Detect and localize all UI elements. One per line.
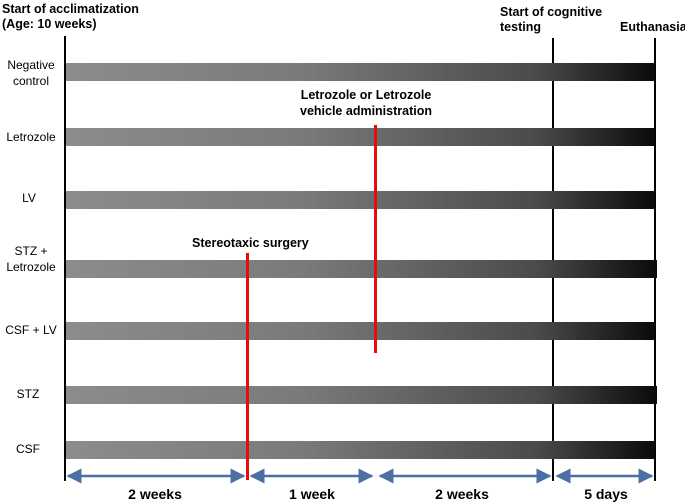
letrozole-administration-line1: Letrozole or Letrozole: [300, 88, 432, 102]
group-label-line: Letrozole: [6, 130, 56, 144]
letrozole-administration-label: Letrozole or Letrozole vehicle administr…: [300, 87, 432, 119]
group-label-line: STZ +: [14, 244, 48, 258]
timeline-bar-negative-control: [66, 63, 655, 81]
group-label-lv: LV: [0, 190, 60, 206]
group-label-csf-lv: CSF + LV: [0, 322, 62, 338]
acclimatization-start-line: [64, 36, 66, 481]
group-label-line: control: [12, 74, 50, 88]
letrozole-administration-line2: vehicle administration: [300, 104, 432, 118]
duration-label-2-weeks: 2 weeks: [128, 486, 182, 502]
group-label-line: LV: [22, 191, 36, 205]
duration-label-1-week: 1 week: [289, 486, 335, 502]
start-acclimatization-label: Start of acclimatization (Age: 10 weeks): [2, 2, 139, 32]
group-label-csf: CSF: [0, 441, 59, 457]
letrozole-administration-marker: [374, 125, 377, 353]
group-label-line: STZ: [16, 387, 40, 401]
timeline-bar-letrozole: [66, 128, 655, 146]
start-cognitive-line2: testing: [500, 20, 541, 34]
group-label-line: Letrozole: [6, 260, 56, 274]
start-cognitive-line1: Start of cognitive: [500, 5, 603, 19]
duration-label-2-weeks-second: 2 weeks: [435, 486, 489, 502]
duration-label-5-days: 5 days: [584, 486, 628, 502]
stereotaxic-surgery-label: Stereotaxic surgery: [192, 236, 309, 250]
euthanasia-line: [654, 38, 656, 481]
group-label-line: CSF + LV: [5, 323, 57, 337]
timeline-bar-csf: [66, 441, 655, 459]
group-label-line: CSF: [16, 442, 40, 456]
group-label-line: Negative: [7, 58, 55, 72]
group-label-stz: STZ: [0, 386, 59, 402]
group-label-negative-control: Negative control: [0, 57, 62, 89]
start-acclimatization-line1: Start of acclimatization: [2, 2, 139, 16]
timeline-bar-csf-lv: [66, 322, 655, 340]
start-cognitive-label: Start of cognitive testing: [500, 5, 602, 35]
timeline-bar-stz: [66, 386, 657, 404]
cognitive-testing-line: [552, 38, 554, 481]
euthanasia-label: Euthanasia: [620, 20, 685, 34]
start-acclimatization-line2: (Age: 10 weeks): [2, 17, 97, 31]
stereotaxic-surgery-marker: [246, 253, 249, 480]
timeline-bar-lv: [66, 191, 655, 209]
duration-arrows: [66, 468, 654, 484]
group-label-stz-letrozole: STZ + Letrozole: [0, 243, 62, 275]
timeline-bar-stz-letrozole: [66, 260, 657, 278]
group-label-letrozole: Letrozole: [0, 129, 62, 145]
